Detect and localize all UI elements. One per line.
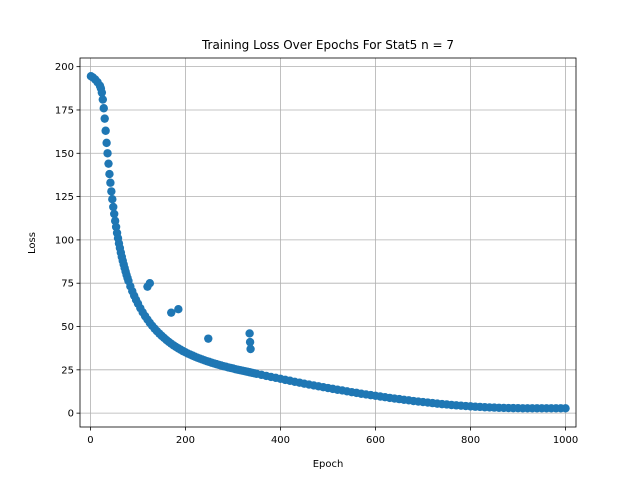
data-point <box>245 337 255 347</box>
data-point <box>100 114 109 123</box>
y-tick-label: 150 <box>55 149 74 160</box>
data-point <box>107 187 116 196</box>
data-point <box>97 88 107 97</box>
data-points <box>86 71 570 413</box>
data-point <box>99 104 108 113</box>
axis-ticks: 0 200 400 600 800 1000 0 25 50 75 100 125 150 175 200 <box>55 62 578 446</box>
grid <box>80 58 576 427</box>
plot-area <box>80 58 576 427</box>
data-point <box>101 126 110 135</box>
x-tick-label: 1000 <box>553 435 578 446</box>
chart-title: Training Loss Over Epochs For Stat5 n = … <box>201 38 454 52</box>
data-point <box>204 334 213 343</box>
plot-frame <box>79 57 577 428</box>
y-tick-label: 125 <box>55 192 74 203</box>
data-point <box>106 178 115 187</box>
data-point <box>98 95 108 104</box>
data-point <box>102 138 111 148</box>
y-tick-label: 25 <box>61 365 74 376</box>
y-axis-label: Loss <box>27 232 38 254</box>
x-axis-label: Epoch <box>313 459 344 470</box>
data-point <box>110 209 119 219</box>
data-point <box>103 149 112 158</box>
data-point <box>145 279 155 288</box>
data-point <box>108 194 117 204</box>
x-tick-label: 800 <box>461 435 480 446</box>
data-point <box>561 404 570 413</box>
y-tick-label: 200 <box>55 62 74 73</box>
data-point <box>174 304 183 314</box>
data-point <box>104 159 113 168</box>
x-tick-label: 400 <box>271 435 290 446</box>
x-tick-label: 600 <box>366 435 385 446</box>
data-point <box>105 169 114 179</box>
x-tick-label: 200 <box>176 435 195 446</box>
y-tick-label: 75 <box>61 279 74 290</box>
x-tick-label: 0 <box>87 435 93 446</box>
y-tick-label: 50 <box>61 322 74 333</box>
data-point <box>109 202 118 212</box>
data-point <box>246 344 255 354</box>
y-tick-label: 0 <box>68 409 74 420</box>
y-tick-label: 100 <box>55 235 74 246</box>
data-point <box>245 329 254 338</box>
y-tick-label: 175 <box>55 105 74 116</box>
data-point <box>167 308 176 317</box>
